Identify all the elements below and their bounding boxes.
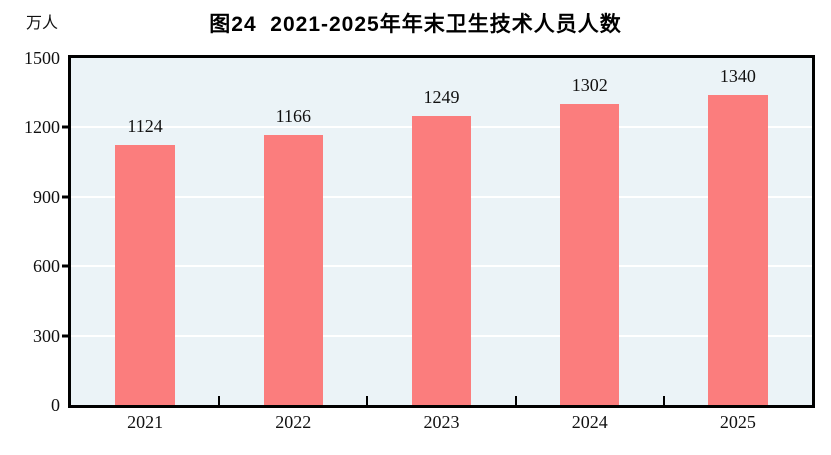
y-axis-tick-label: 900: [33, 186, 60, 207]
bar-2021: [115, 144, 175, 405]
y-axis-tick-label: 600: [33, 256, 60, 277]
bar-group-2021: 1124: [71, 58, 219, 405]
x-axis-tick-label: 2024: [571, 412, 608, 432]
plot-area: 1124 1166 1249 1302 1340: [62, 55, 815, 408]
bar-2025: [708, 95, 768, 405]
x-axis-tick-mark: [662, 396, 665, 405]
bar-value-label: 1166: [275, 106, 311, 127]
y-axis-tick-label: 1200: [24, 117, 60, 138]
y-axis-tick-label: 0: [51, 395, 60, 415]
bar-2024: [560, 103, 620, 405]
y-axis-tick-mark: [62, 125, 71, 129]
y-axis-tick-labels: 0 300 600 900 1200 1500: [0, 49, 60, 414]
bar-series: 1124 1166 1249 1302 1340: [71, 58, 812, 405]
x-axis-tick-mark: [218, 396, 221, 405]
bar-value-label: 1249: [423, 87, 460, 108]
chart-title: 图24 2021-2025年年末卫生技术人员人数: [209, 13, 622, 36]
bar-2022: [263, 135, 323, 405]
bar-group-2025: 1340: [664, 58, 812, 405]
x-axis-tick-label: 2021: [127, 412, 164, 432]
x-axis-tick-labels: 2021 2022 2023 2024 2025: [71, 412, 812, 440]
bar-2023: [411, 116, 472, 405]
bar-group-2022: 1166: [219, 58, 367, 405]
y-axis-unit-label: 万人: [26, 15, 59, 32]
x-axis-tick-label: 2025: [719, 412, 756, 432]
x-axis-tick-mark: [514, 396, 517, 405]
x-axis-tick-label: 2023: [423, 412, 460, 432]
bar-value-label: 1340: [719, 66, 756, 87]
bar-value-label: 1302: [571, 74, 608, 95]
y-axis-tick-mark: [62, 264, 71, 268]
x-axis-tick-label: 2022: [275, 412, 312, 432]
y-axis-tick-mark: [62, 334, 71, 338]
y-axis-tick-mark: [62, 195, 71, 199]
x-axis-tick-mark: [366, 396, 369, 405]
bar-group-2024: 1302: [516, 58, 664, 405]
bar-value-label: 1124: [127, 115, 163, 136]
bar-group-2023: 1249: [367, 58, 515, 405]
y-axis-tick-label: 1500: [24, 48, 60, 68]
y-axis-tick-label: 300: [33, 325, 60, 346]
